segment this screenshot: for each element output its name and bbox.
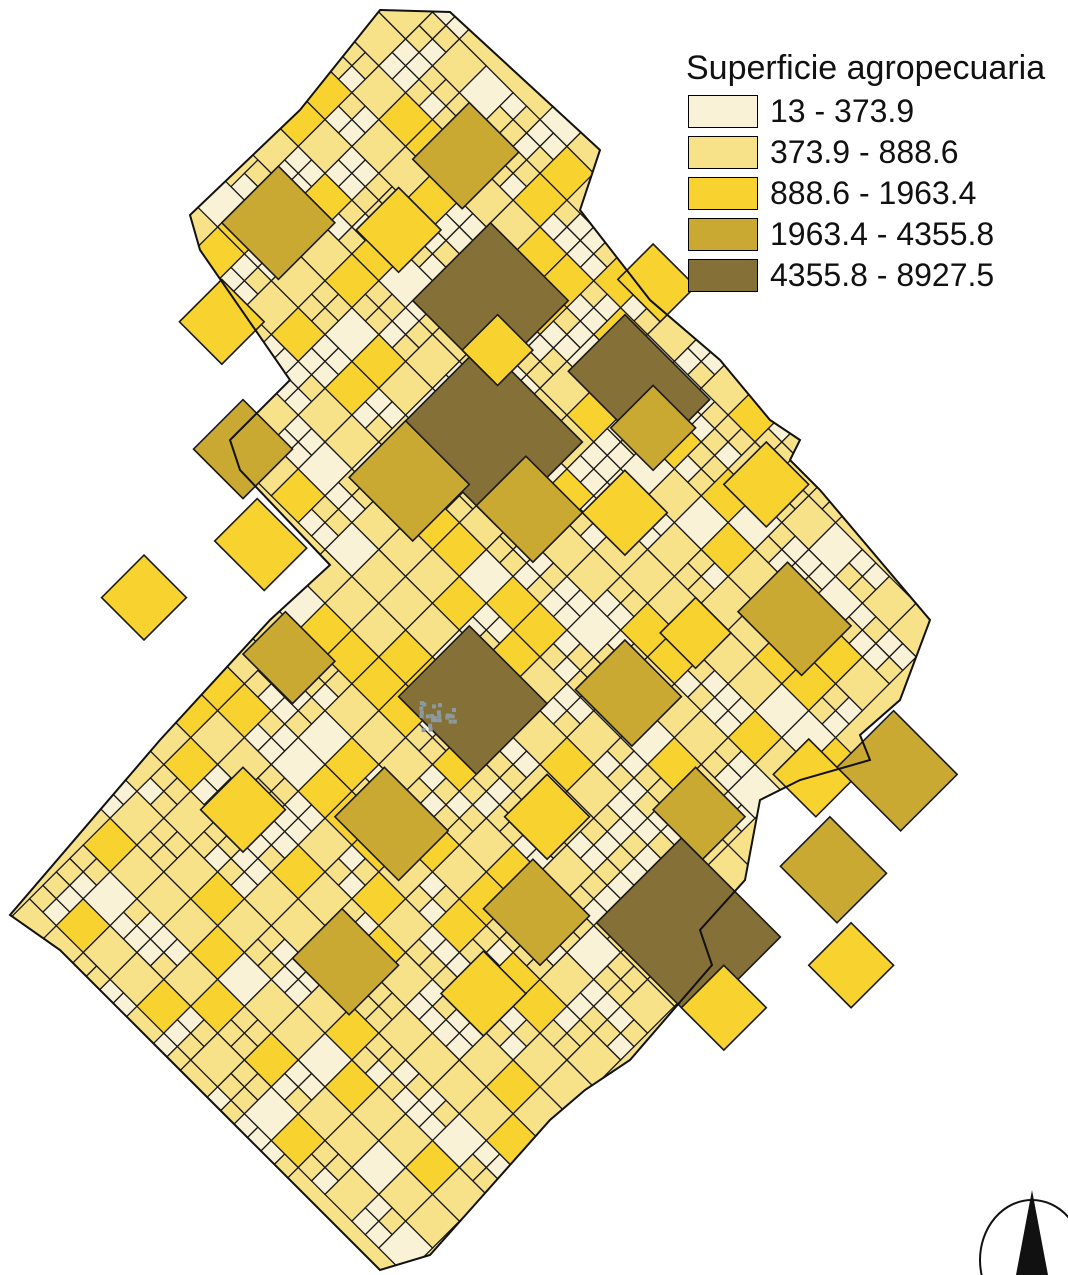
parcel-large: [680, 964, 768, 1052]
legend-label-4: 1963.4 - 4355.8: [770, 216, 995, 252]
legend-swatch-3: [688, 177, 758, 210]
parcel-large: [574, 638, 683, 748]
urban-block: [419, 714, 424, 719]
parcel-large: [355, 186, 443, 274]
large-parcel-layer: [100, 101, 959, 1052]
parcel: [377, 1220, 434, 1270]
legend-swatch-1: [688, 95, 758, 128]
urban-block: [419, 701, 424, 706]
parcel-large: [291, 907, 400, 1016]
legend-item-4: 1963.4 - 4355.8: [688, 214, 1045, 255]
parcel-large: [772, 737, 853, 818]
parcel-large: [651, 766, 747, 861]
urban-block: [421, 728, 426, 733]
urban-block: [433, 718, 438, 723]
urban-block: [437, 718, 442, 723]
legend-item-5: 4355.8 - 8927.5: [688, 255, 1045, 296]
parcel-large: [475, 455, 584, 564]
parcel-large: [609, 384, 697, 472]
parcel-large: [192, 398, 294, 500]
parcel-large: [503, 773, 591, 861]
parcel-large: [581, 469, 669, 557]
legend-title: Superficie agropecuaria: [686, 49, 1046, 87]
urban-block: [430, 714, 435, 718]
urban-block: [438, 703, 442, 708]
parcel-large: [439, 949, 528, 1038]
parcel-large: [397, 624, 549, 776]
parcel-large: [220, 165, 337, 281]
parcel-large: [616, 242, 697, 323]
legend-swatch-2: [688, 136, 758, 169]
urban-block: [428, 723, 433, 728]
urban-block: [437, 714, 442, 719]
urban-block: [445, 713, 450, 718]
urban-area: [419, 701, 457, 733]
parcel-large: [659, 596, 733, 670]
parcel-large: [241, 610, 337, 705]
legend-item-3: 888.6 - 1963.4: [688, 173, 1045, 214]
legend-label-2: 373.9 - 888.6: [770, 134, 959, 170]
parcel-large: [461, 313, 535, 387]
legend-label-5: 4355.8 - 8927.5: [770, 257, 995, 293]
north-arrow-icon: [979, 1190, 1068, 1275]
parcel-large: [178, 278, 266, 366]
legend-swatch-5: [688, 259, 758, 292]
parcel-large: [482, 858, 591, 967]
legend-label-1: 13 - 373.9: [770, 93, 915, 129]
urban-block: [450, 714, 455, 719]
parcel-large: [835, 709, 959, 833]
urban-block: [452, 719, 457, 724]
parcel-large: [333, 766, 450, 882]
urban-block: [445, 715, 450, 720]
parcel-large: [411, 101, 520, 210]
parcel-large: [722, 440, 810, 529]
urban-block: [436, 710, 441, 715]
urban-block: [452, 708, 456, 712]
legend-item-1: 13 - 373.9: [688, 91, 1045, 132]
urban-block: [419, 706, 424, 711]
parcel-large: [347, 419, 471, 543]
parcel-large: [213, 497, 308, 592]
parcel-large: [779, 815, 888, 924]
parcel-large: [100, 553, 188, 642]
urban-block: [428, 727, 433, 732]
region-outline: [8, 8, 932, 1272]
legend-item-2: 373.9 - 888.6: [688, 132, 1045, 173]
legend-swatch-4: [688, 218, 758, 251]
parcel-large: [199, 766, 287, 854]
legend: Superficie agropecuaria 13 - 373.9 373.9…: [684, 48, 1045, 296]
urban-block: [448, 719, 453, 724]
urban-block: [419, 710, 424, 715]
parcel-large: [807, 921, 895, 1009]
urban-block: [422, 702, 427, 707]
parcel-large: [736, 561, 853, 677]
urban-block: [430, 718, 435, 723]
legend-label-3: 888.6 - 1963.4: [770, 175, 977, 211]
urban-block: [432, 704, 436, 709]
urban-block: [448, 713, 453, 718]
urban-block: [425, 714, 430, 719]
